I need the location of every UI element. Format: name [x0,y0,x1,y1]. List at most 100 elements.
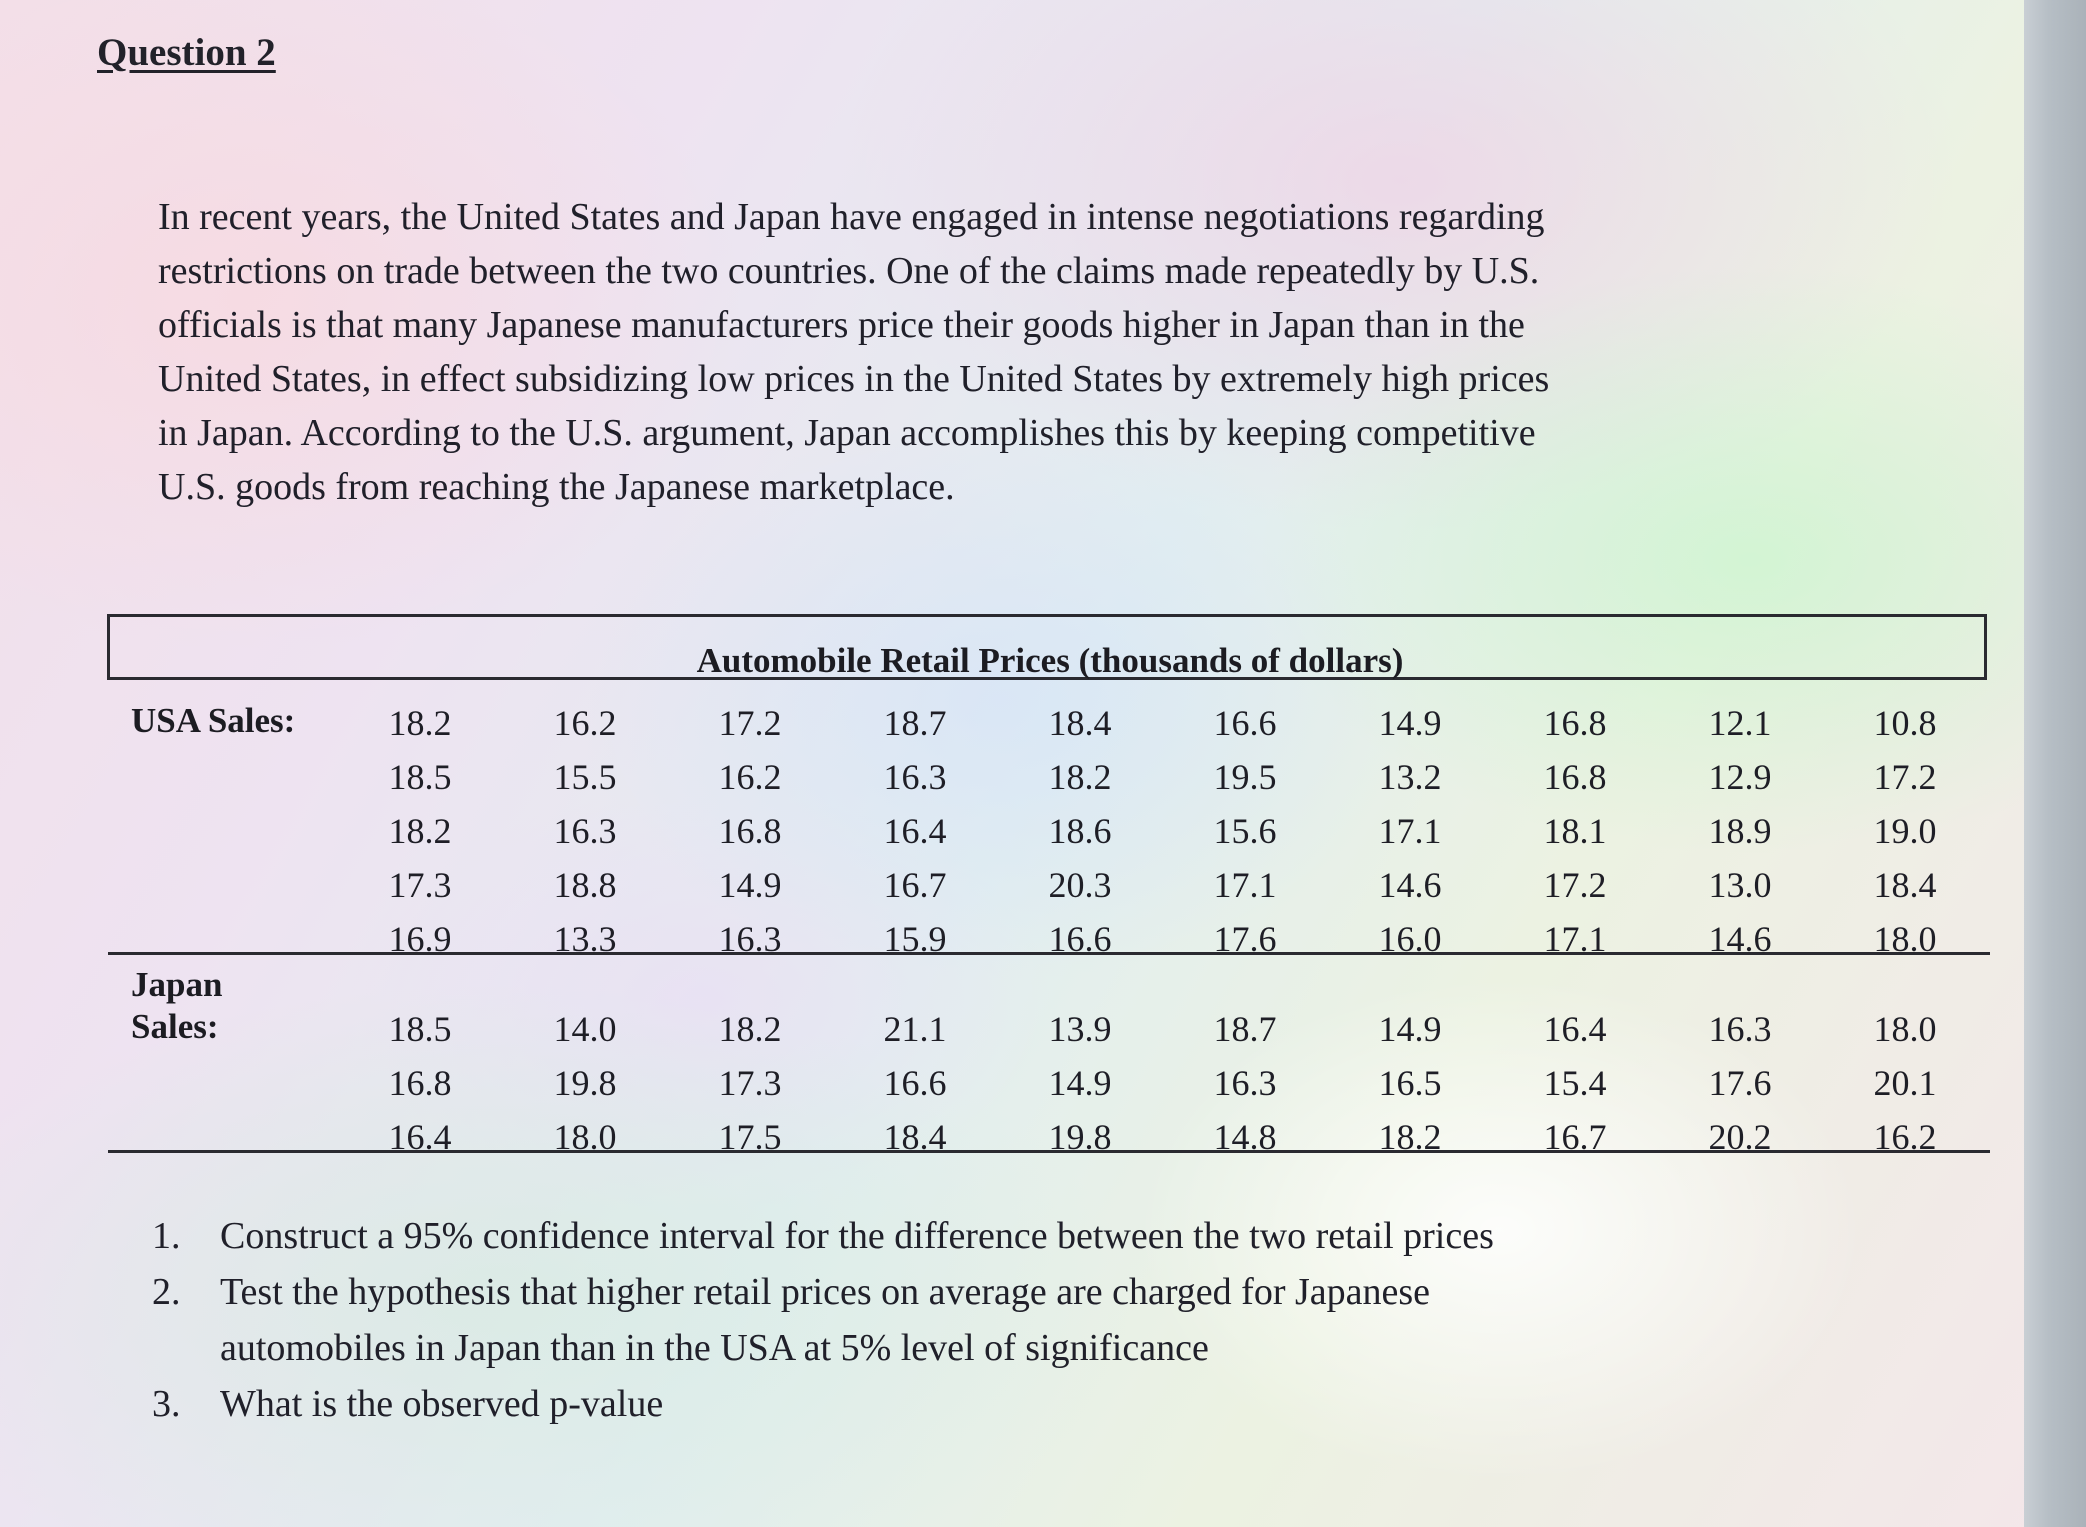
price-cell: 18.7 [883,703,947,743]
question-number: 1. [152,1215,181,1257]
usa-price-row: 17.3 18.8 14.9 16.7 20.3 17.1 14.6 17.2 13.0 18.4 [360,858,2000,912]
japan-label-line: Japan [131,965,223,1004]
price-cell: 16.6 [1213,703,1277,743]
intro-line: restrictions on trade between the two co… [158,250,1540,292]
price-cell: 16.4 [883,811,947,851]
japan-price-row: 18.5 14.0 18.2 21.1 13.9 18.7 14.9 16.4 16.3 18.0 [360,1002,2000,1056]
price-cell: 18.4 [1873,865,1937,905]
price-cell: 14.6 [1708,919,1772,959]
price-cell: 16.7 [1543,1117,1607,1157]
price-cell: 13.3 [553,919,617,959]
price-cell: 10.8 [1873,703,1937,743]
price-cell: 19.5 [1213,757,1277,797]
japan-price-row: 16.4 18.0 17.5 18.4 19.8 14.8 18.2 16.7 20.2 16.2 [360,1110,2000,1164]
price-cell: 17.2 [1543,865,1607,905]
price-cell: 17.1 [1543,919,1607,959]
question-item: 3. What is the observed p-value [152,1376,1494,1432]
price-cell: 18.5 [388,1009,452,1049]
price-cell: 18.0 [553,1117,617,1157]
question-text: automobiles in Japan than in the USA at … [220,1327,1209,1369]
price-cell: 16.6 [1048,919,1112,959]
price-cell: 16.7 [883,865,947,905]
usa-price-row: 18.5 15.5 16.2 16.3 18.2 19.5 13.2 16.8 12.9 17.2 [360,750,2000,804]
price-cell: 16.8 [1543,703,1607,743]
price-cell: 16.4 [1543,1009,1607,1049]
monitor-bezel [2024,0,2086,1527]
price-cell: 18.5 [388,757,452,797]
price-cell: 20.1 [1873,1063,1937,1103]
price-cell: 17.2 [718,703,782,743]
price-cell: 17.1 [1213,865,1277,905]
price-cell: 14.6 [1378,865,1442,905]
price-cell: 16.0 [1378,919,1442,959]
intro-line: United States, in effect subsidizing low… [158,358,1550,400]
price-cell: 18.6 [1048,811,1112,851]
price-cell: 18.2 [388,703,452,743]
usa-price-row: 16.9 13.3 16.3 15.9 16.6 17.6 16.0 17.1 14.6 18.0 [360,912,2000,966]
usa-price-row: 18.2 16.3 16.8 16.4 18.6 15.6 17.1 18.1 18.9 19.0 [360,804,2000,858]
price-cell: 18.0 [1873,1009,1937,1049]
question-list: 1. Construct a 95% confidence interval f… [152,1208,1494,1432]
price-cell: 18.4 [883,1117,947,1157]
price-cell: 18.4 [1048,703,1112,743]
price-cell: 14.9 [1378,703,1442,743]
price-cell: 16.9 [388,919,452,959]
usa-sales-label: USA Sales: [131,701,296,740]
price-cell: 14.9 [718,865,782,905]
question-item: 1. Construct a 95% confidence interval f… [152,1208,1494,1264]
price-cell: 13.9 [1048,1009,1112,1049]
price-cell: 16.2 [553,703,617,743]
price-cell: 15.9 [883,919,947,959]
question-item: 2. Test the hypothesis that higher retai… [152,1264,1494,1376]
price-cell: 17.6 [1213,919,1277,959]
price-cell: 14.8 [1213,1117,1277,1157]
table-title: Automobile Retail Prices (thousands of d… [696,641,1404,680]
price-cell: 18.7 [1213,1009,1277,1049]
price-cell: 14.0 [553,1009,617,1049]
price-cell: 16.4 [388,1117,452,1157]
price-cell: 17.1 [1378,811,1442,851]
price-cell: 17.2 [1873,757,1937,797]
price-cell: 16.6 [883,1063,947,1103]
question-heading: Question 2 [97,31,276,74]
price-cell: 15.5 [553,757,617,797]
price-cell: 20.3 [1048,865,1112,905]
price-cell: 16.2 [718,757,782,797]
price-cell: 17.5 [718,1117,782,1157]
price-cell: 16.8 [388,1063,452,1103]
price-cell: 19.8 [553,1063,617,1103]
price-cell: 15.4 [1543,1063,1607,1103]
price-cell: 17.3 [718,1063,782,1103]
usa-sales-grid: 18.2 16.2 17.2 18.7 18.4 16.6 14.9 16.8 12.1 10.8… [360,696,2000,966]
price-cell: 12.9 [1708,757,1772,797]
price-cell: 20.2 [1708,1117,1772,1157]
price-cell: 13.2 [1378,757,1442,797]
price-cell: 18.1 [1543,811,1607,851]
price-cell: 16.3 [1213,1063,1277,1103]
price-cell: 12.1 [1708,703,1772,743]
table-title-box: Automobile Retail Prices (thousands of d… [107,614,1987,680]
price-cell: 19.0 [1873,811,1937,851]
price-cell: 14.9 [1048,1063,1112,1103]
price-cell: 18.2 [388,811,452,851]
intro-line: in Japan. According to the U.S. argument… [158,412,1536,454]
japan-label-line: Sales: [131,1007,219,1046]
price-cell: 13.0 [1708,865,1772,905]
price-cell: 16.3 [553,811,617,851]
section-divider [108,952,1990,955]
price-cell: 16.5 [1378,1063,1442,1103]
question-text: What is the observed p-value [220,1383,664,1425]
price-cell: 16.3 [718,919,782,959]
intro-line: U.S. goods from reaching the Japanese ma… [158,466,955,508]
price-cell: 17.6 [1708,1063,1772,1103]
usa-price-row: 18.2 16.2 17.2 18.7 18.4 16.6 14.9 16.8 12.1 10.8 [360,696,2000,750]
table-bottom-rule [108,1150,1990,1153]
price-cell: 19.8 [1048,1117,1112,1157]
question-text: Construct a 95% confidence interval for … [220,1215,1494,1257]
price-cell: 16.3 [883,757,947,797]
question-text: Test the hypothesis that higher retail p… [220,1271,1431,1313]
price-cell: 21.1 [883,1009,947,1049]
price-cell: 18.0 [1873,919,1937,959]
japan-sales-grid: 18.5 14.0 18.2 21.1 13.9 18.7 14.9 16.4 16.3 18.0… [360,1002,2000,1164]
